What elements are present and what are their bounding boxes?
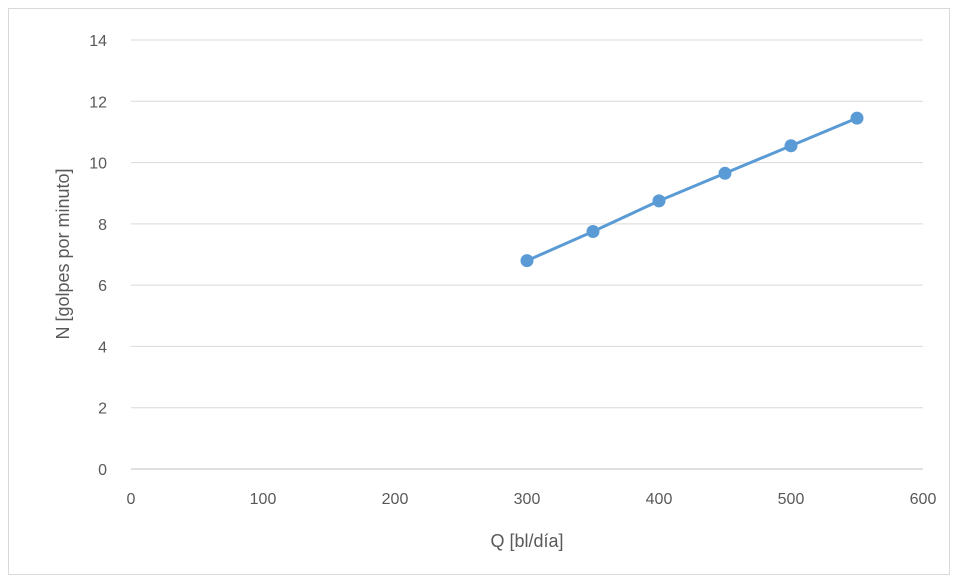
y-axis-title: N [golpes por minuto] <box>53 168 73 339</box>
x-tick-label: 200 <box>382 491 409 508</box>
x-tick-labels: 0 100 200 300 400 500 600 <box>127 491 937 508</box>
x-tick-label: 600 <box>910 491 937 508</box>
data-point <box>850 111 864 125</box>
y-tick-label: 0 <box>98 462 107 479</box>
x-tick-label: 300 <box>514 491 541 508</box>
y-tick-label: 2 <box>98 401 107 418</box>
y-tick-label: 8 <box>98 217 107 234</box>
y-tick-label: 14 <box>89 33 107 50</box>
chart-frame <box>8 8 950 575</box>
gridlines <box>131 39 923 409</box>
y-tick-label: 6 <box>98 278 107 295</box>
x-tick-label: 0 <box>127 491 136 508</box>
x-tick-label: 100 <box>250 491 277 508</box>
data-point <box>652 194 666 208</box>
y-tick-label: 4 <box>98 339 107 356</box>
y-tick-labels: 0 2 4 6 8 10 12 14 <box>89 33 107 479</box>
data-point <box>586 225 600 239</box>
y-tick-label: 10 <box>89 156 107 173</box>
x-tick-label: 500 <box>778 491 805 508</box>
data-point <box>784 139 798 153</box>
data-series <box>520 111 864 268</box>
data-point <box>718 166 732 180</box>
data-point <box>520 254 534 268</box>
x-tick-label: 400 <box>646 491 673 508</box>
series-line <box>525 116 859 263</box>
x-axis-title: Q [bl/día] <box>490 531 563 551</box>
y-tick-label: 12 <box>89 94 107 111</box>
